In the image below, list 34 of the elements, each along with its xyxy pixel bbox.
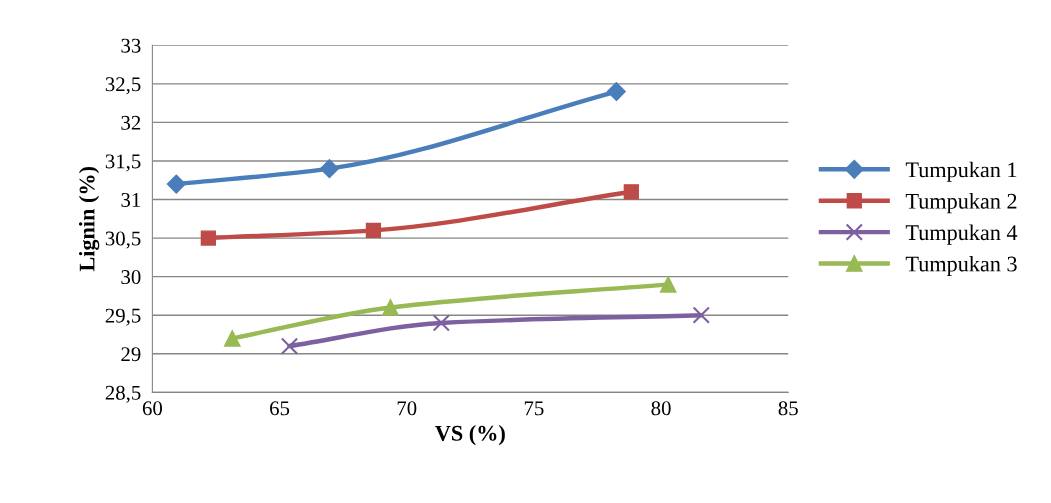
y-tick-label: 32,5 xyxy=(105,77,141,95)
x-tick-label: 65 xyxy=(270,401,290,416)
y-tick-label: 30 xyxy=(121,270,141,285)
x-tick-label: 85 xyxy=(778,401,798,416)
y-tick-label: 31 xyxy=(121,192,141,207)
point xyxy=(365,222,382,239)
y-tick-label: 29,5 xyxy=(105,308,141,326)
point xyxy=(606,82,626,102)
y-axis-title: Lignin (%) xyxy=(78,166,100,272)
point xyxy=(319,159,339,179)
point xyxy=(432,314,451,332)
legend-label: Tumpukan 3 xyxy=(905,255,1017,277)
x-tick-label: 75 xyxy=(524,401,544,416)
legend-label: Tumpukan 4 xyxy=(905,224,1018,245)
point xyxy=(200,230,216,246)
point xyxy=(223,330,241,347)
y-tick-label: 33 xyxy=(121,38,141,53)
point xyxy=(382,299,399,316)
x-tick-label: 70 xyxy=(397,401,417,416)
y-tick-label: 30,5 xyxy=(105,231,141,249)
point xyxy=(623,184,639,200)
y-tick-label: 28,5 xyxy=(105,385,141,403)
legend-label: Tumpukan 2 xyxy=(905,193,1017,214)
x-tick-label: 80 xyxy=(651,401,671,416)
legend-label: Tumpukan 1 xyxy=(905,161,1017,182)
x-axis-title: VS (%) xyxy=(435,425,505,446)
y-tick-label: 31,5 xyxy=(105,154,141,172)
point xyxy=(166,174,186,194)
point xyxy=(280,337,299,355)
x-tick-label: 60 xyxy=(142,401,163,416)
point xyxy=(692,306,710,324)
y-tick-label: 29 xyxy=(121,347,141,362)
y-tick-label: 32 xyxy=(121,115,141,130)
point xyxy=(659,276,677,293)
